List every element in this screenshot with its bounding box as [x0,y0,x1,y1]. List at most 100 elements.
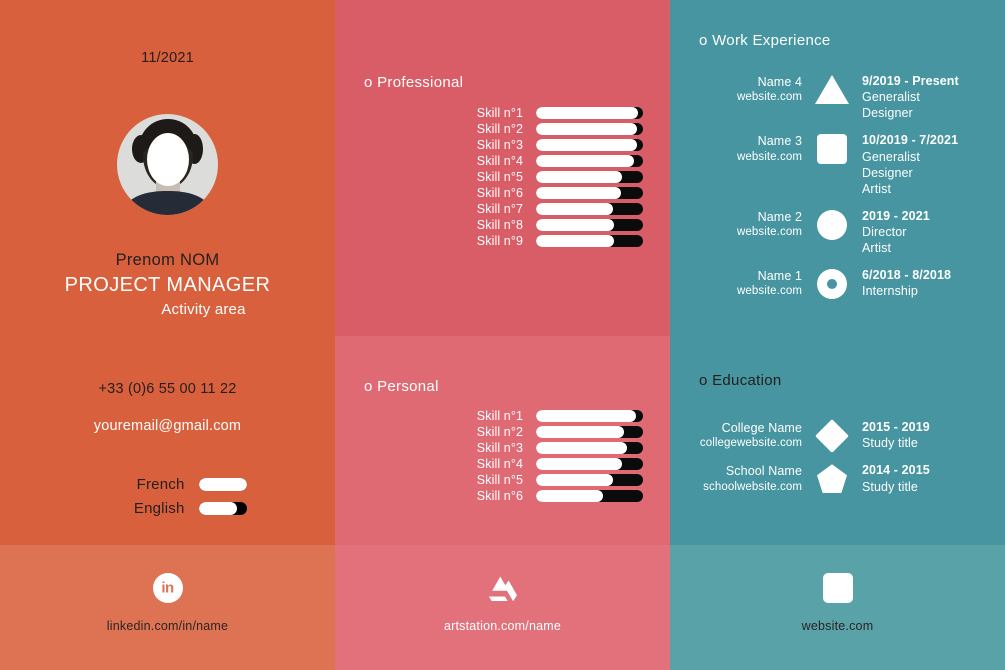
contact-email[interactable]: youremail@gmail.com [93,418,242,434]
entry-shape-slot [813,461,851,494]
skill-level-fill [536,139,637,151]
entry-organisation-block: Name 1 website.com [670,266,813,299]
entry-organisation: Name 4 [757,75,802,89]
left-column: 11/2021 Prenom NOM PROJECT MANAGER Activ… [0,0,335,670]
artstation-caption[interactable]: artstation.com/name [443,619,562,633]
entry-role: Designer [862,165,913,180]
skill-level-fill [536,155,635,167]
website-square-icon[interactable] [822,573,853,603]
skill-row: Skill n°8 [335,218,670,232]
entry-shape-slot [813,266,851,299]
skill-level-fill [536,107,638,119]
profile-name: Prenom NOM [115,251,220,269]
skill-level-fill [536,490,604,502]
skill-level-bar [536,187,643,199]
entry-role: Designer [862,106,913,121]
linkedin-caption[interactable]: linkedin.com/in/name [106,619,229,633]
language-level-fill [198,502,237,515]
entry-dates: 10/2019 - 7/2021 [862,133,959,148]
skill-level-fill [536,219,615,231]
linkedin-block[interactable]: in linkedin.com/in/name [0,573,335,633]
entry-website[interactable]: website.com [736,91,802,104]
skill-label: Skill n°4 [476,154,523,168]
skill-level-bar [536,203,643,215]
entry-detail-block: 2014 - 2015 Study title [851,461,930,494]
skill-level-bar [536,235,643,247]
skill-row: Skill n°1 [335,106,670,120]
skill-level-bar [536,123,643,135]
skill-row: Skill n°3 [335,441,670,455]
entry-detail-block: 10/2019 - 7/2021 Generalist Designer Artist [851,131,958,196]
website-caption[interactable]: website.com [801,619,874,633]
entry-website[interactable]: schoolwebsite.com [703,480,802,493]
entry-shape-slot [813,72,851,104]
artstation-icon[interactable] [486,573,520,603]
skill-level-fill [536,123,637,135]
entry-organisation: Name 1 [757,268,802,283]
website-block[interactable]: website.com [670,573,1005,633]
skill-level-fill [536,426,624,438]
skill-label: Skill n°8 [476,218,523,232]
entry-organisation: Name 3 [757,134,802,149]
website-footer: website.com [670,545,1005,670]
profile-panel: 11/2021 Prenom NOM PROJECT MANAGER Activ… [0,0,335,545]
skill-label: Skill n°2 [476,122,523,136]
linkedin-icon[interactable]: in [152,573,183,603]
entry-dates: 2019 - 2021 [862,208,930,223]
skill-row: Skill n°9 [335,234,670,248]
circle-icon [817,209,847,240]
artstation-block[interactable]: artstation.com/name [335,573,670,633]
entry-role: Generalist [862,90,920,105]
entry-organisation: Name 2 [757,209,802,224]
skill-level-bar [536,490,643,502]
profile-role: PROJECT MANAGER [64,274,271,297]
entry-detail-block: 2019 - 2021 Director Artist [851,207,930,256]
avatar-shirt [125,191,210,215]
skill-label: Skill n°5 [476,170,523,184]
skill-label: Skill n°3 [476,138,523,152]
skill-row: Skill n°7 [335,202,670,216]
personal-panel: o Personal Skill n°1 Skill n°2 Skill n°3 Sk… [335,336,670,545]
skill-row: Skill n°6 [335,489,670,503]
cv-date: 11/2021 [141,50,194,66]
skill-row: Skill n°4 [335,154,670,168]
skill-label: Skill n°9 [476,234,523,248]
entry-website[interactable]: website.com [736,285,802,297]
experience-education-panel: o Work Experience Name 4 website.com 9/201… [670,0,1005,545]
skill-row: Skill n°3 [335,138,670,152]
entry-shape-slot [813,131,851,165]
skill-row: Skill n°6 [335,186,670,200]
entry-website[interactable]: website.com [736,225,802,238]
avatar-face [147,133,189,186]
skill-level-bar [536,474,643,486]
entry-role: Generalist [862,149,920,164]
identity-block: Prenom NOM PROJECT MANAGER Activity area [0,249,335,320]
entry-website[interactable]: collegewebsite.com [699,437,802,450]
language-row: English [0,500,335,517]
skill-row: Skill n°5 [335,473,670,487]
skill-level-bar [536,219,643,231]
contact-phone[interactable]: +33 (0)6 55 00 11 22 [98,381,237,397]
personal-skills-list: Skill n°1 Skill n°2 Skill n°3 Skill n°4 Skil… [335,409,670,505]
professional-panel: o Professional Skill n°1 Skill n°2 Skill n… [335,0,670,336]
entry-detail-block: 6/2018 - 8/2018 Internship [851,266,951,299]
skill-row: Skill n°4 [335,457,670,471]
skill-row: Skill n°2 [335,425,670,439]
profile-activity-area: Activity area [161,300,246,318]
language-level-fill [198,478,247,491]
skill-level-bar [536,410,643,422]
triangle-icon [815,75,849,104]
language-level-bar [198,478,247,491]
skill-level-bar [536,139,643,151]
skill-row: Skill n°2 [335,122,670,136]
work-experience-list: Name 4 website.com 9/2019 - Present General… [670,72,1005,309]
education-title: o Education [699,372,782,389]
diamond-icon [815,419,849,453]
timeline-entry: Name 2 website.com 2019 - 2021 Director Arti… [670,207,1005,256]
skill-label: Skill n°3 [476,441,523,455]
entry-website[interactable]: website.com [736,150,802,163]
timeline-entry: Name 1 website.com 6/2018 - 8/2018 Internsh… [670,266,1005,299]
entry-organisation: College Name [721,421,802,435]
entry-role: Artist [862,181,892,196]
entry-dates: 2015 - 2019 [862,420,930,434]
